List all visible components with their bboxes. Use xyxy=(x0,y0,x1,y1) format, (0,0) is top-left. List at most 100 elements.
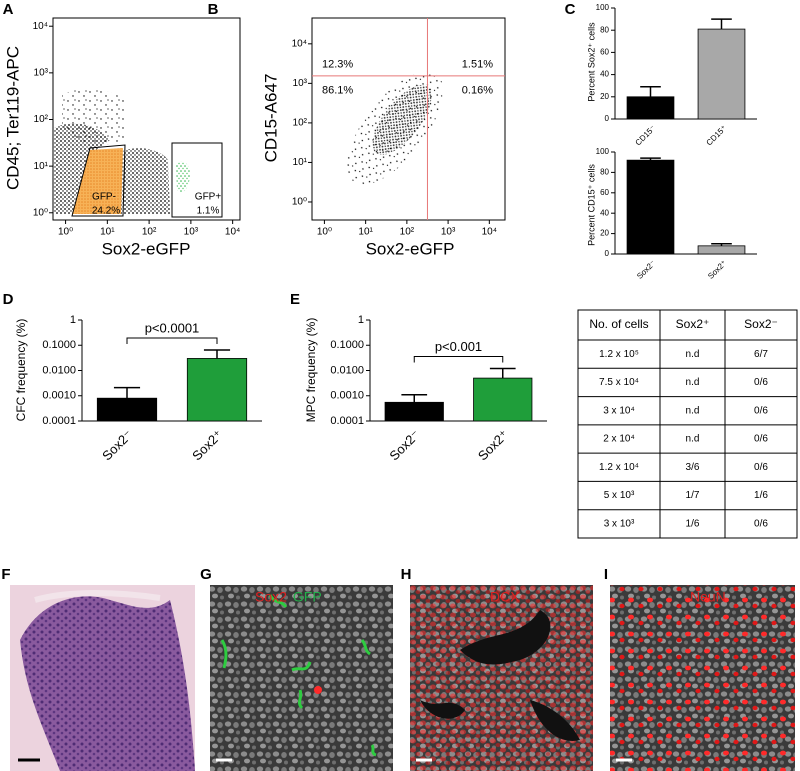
table-header: Sox2⁻ xyxy=(744,317,778,331)
table-cell: 0/6 xyxy=(754,518,768,529)
y-tick-label: 0.1000 xyxy=(330,339,364,351)
table-cell: 1/6 xyxy=(686,518,700,529)
bar xyxy=(186,358,248,422)
panel-letter: D xyxy=(3,291,14,308)
y-tick-label: 0.0001 xyxy=(330,415,364,427)
gate-label: 1.1% xyxy=(197,206,220,217)
quadrant-label: 12.3% xyxy=(322,59,353,71)
x-tick-label: 10⁰ xyxy=(317,227,332,238)
x-tick-label: 10² xyxy=(142,227,157,238)
y-tick-label: 0 xyxy=(605,249,610,258)
y-axis-label: MPC frequency (%) xyxy=(304,318,318,423)
table-header: Sox2⁺ xyxy=(676,317,710,331)
y-tick-label: 80 xyxy=(600,168,609,177)
x-tick-label: 10⁴ xyxy=(482,227,497,238)
x-tick-label: Sox2⁻ xyxy=(386,427,422,463)
y-tick-label: 0.0001 xyxy=(42,415,76,427)
y-tick-label: 0.0010 xyxy=(330,390,364,402)
x-tick-label: 10³ xyxy=(441,227,456,238)
panel-letter: H xyxy=(401,566,412,583)
panel-letter: B xyxy=(208,1,219,18)
y-tick-label: 60 xyxy=(600,188,609,197)
y-tick-label: 40 xyxy=(600,208,609,217)
table-cell: 3 x 10⁴ xyxy=(603,405,635,416)
bar xyxy=(697,245,746,255)
significance-bracket xyxy=(413,356,504,363)
x-tick-label: Sox2⁺ xyxy=(475,427,511,463)
panel-letter: F xyxy=(1,566,10,583)
table-cell: 0/6 xyxy=(754,434,768,445)
stain-label: NeuN xyxy=(690,589,726,605)
x-tick-label: Sox2⁻ xyxy=(99,427,135,463)
bar xyxy=(626,96,675,120)
y-tick-label: 10⁴ xyxy=(33,21,48,32)
y-tick-label: 1 xyxy=(358,314,364,326)
y-tick-label: 100 xyxy=(596,147,610,156)
y-axis-label: CD45; Ter119-APC xyxy=(3,46,22,190)
x-tick-label: CD15⁻ xyxy=(634,124,658,148)
cell-cloud xyxy=(346,71,444,185)
y-tick-label: 10⁰ xyxy=(33,207,48,218)
y-tick-label: 10³ xyxy=(34,67,49,78)
table-cell: 3/6 xyxy=(686,462,700,473)
bar xyxy=(697,28,746,120)
x-axis-label: Sox2-eGFP xyxy=(366,239,455,258)
y-axis-label: CFC frequency (%) xyxy=(14,319,28,422)
y-tick-label: 0.0010 xyxy=(42,390,76,402)
y-tick-label: 1 xyxy=(70,314,76,326)
y-tick-label: 10⁰ xyxy=(292,197,307,208)
table-cell: 1/7 xyxy=(686,490,700,501)
gate-name: GFP- xyxy=(92,192,116,203)
table-cell: n.d xyxy=(686,349,700,360)
table-cell: 0/6 xyxy=(754,405,768,416)
table-cell: 2 x 10⁴ xyxy=(603,434,635,445)
table-cell: 0/6 xyxy=(754,377,768,388)
quadrant-label: 0.16% xyxy=(462,85,493,97)
panel-letter: I xyxy=(604,566,608,583)
table-cell: 6/7 xyxy=(754,349,768,360)
cell-clouds xyxy=(54,88,223,218)
table-cell: n.d xyxy=(686,434,700,445)
y-axis-label: CD15-A647 xyxy=(261,74,280,163)
table-header: No. of cells xyxy=(589,317,648,331)
y-tick-label: 20 xyxy=(600,92,609,101)
x-tick-label: 10³ xyxy=(184,227,199,238)
p-value: p<0.001 xyxy=(435,339,482,354)
bar xyxy=(96,397,158,422)
x-tick-label: 10⁰ xyxy=(58,227,73,238)
table-cell: 5 x 10³ xyxy=(604,490,635,501)
table-cell: 1/6 xyxy=(754,490,768,501)
y-tick-label: 0.0100 xyxy=(330,364,364,376)
table-frame xyxy=(577,309,798,539)
y-axis-label: Percent CD15⁺ cells xyxy=(586,164,596,246)
y-tick-label: 10³ xyxy=(293,78,308,89)
panel-letter: G xyxy=(200,566,212,583)
table-cell: 3 x 10³ xyxy=(604,518,635,529)
y-tick-label: 10⁴ xyxy=(292,38,307,49)
y-axis-label: Percent Sox2⁺ cells xyxy=(586,22,596,102)
stain-label: Sox2 xyxy=(255,589,287,605)
bar xyxy=(384,401,444,422)
x-tick-label: Sox2⁻ xyxy=(635,259,657,281)
x-tick-label: 10¹ xyxy=(358,227,373,238)
table-cell: 1.2 x 10⁵ xyxy=(599,349,639,360)
table-cell: 0/6 xyxy=(754,462,768,473)
table-cell: n.d xyxy=(686,405,700,416)
y-tick-label: 0.0100 xyxy=(42,364,76,376)
x-tick-label: Sox2⁺ xyxy=(189,427,225,463)
micrographs xyxy=(10,585,795,771)
x-tick-label: Sox2⁺ xyxy=(706,259,728,281)
panel-letter: E xyxy=(290,291,300,308)
table-cell: 1.2 x 10⁴ xyxy=(599,462,639,473)
y-tick-label: 0 xyxy=(605,114,610,123)
stain-label: GFP xyxy=(293,589,322,605)
y-tick-label: 100 xyxy=(596,3,610,12)
x-axis-label: Sox2-eGFP xyxy=(102,239,191,258)
quadrant-label: 86.1% xyxy=(322,85,353,97)
y-tick-label: 60 xyxy=(600,48,609,57)
x-tick-label: CD15⁺ xyxy=(705,124,729,148)
y-tick-label: 10² xyxy=(293,118,308,129)
p-value: p<0.0001 xyxy=(145,320,200,335)
panel-letter: A xyxy=(3,1,14,18)
